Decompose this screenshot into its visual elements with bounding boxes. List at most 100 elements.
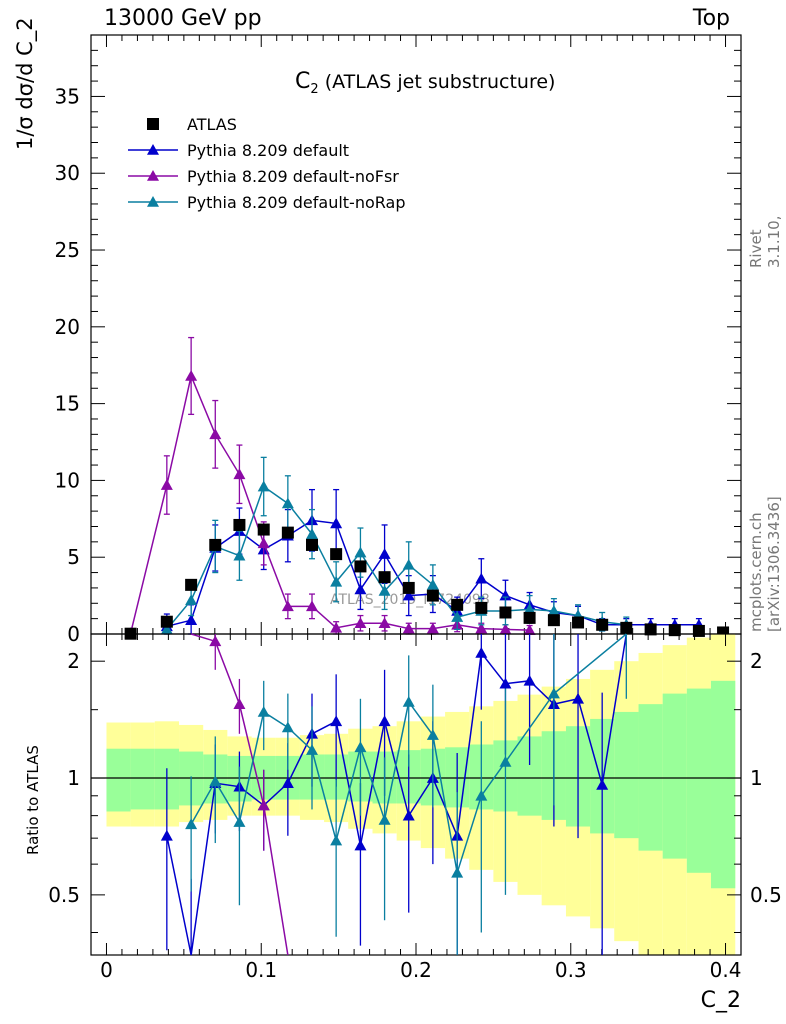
data-point [209, 538, 222, 551]
ratio-point [426, 729, 439, 740]
series-point [475, 622, 488, 634]
data-point [572, 616, 585, 629]
series-point [233, 468, 246, 480]
ratio-line [190, 633, 627, 874]
x-tick-label: 0.1 [245, 958, 277, 982]
series-point [451, 611, 464, 622]
ratio-tick-label: 2 [67, 649, 80, 673]
y-tick-label: 25 [55, 238, 80, 262]
data-point [306, 538, 318, 551]
series-point [426, 622, 439, 634]
data-point [426, 589, 439, 602]
series-point [306, 528, 318, 539]
ratio-band-green [686, 688, 711, 873]
data-point [378, 571, 391, 584]
ratio-point [547, 687, 560, 699]
series-point [257, 537, 270, 549]
ratio-point [354, 839, 367, 851]
ratio-tick-label-right: 2 [750, 649, 763, 673]
series-point [354, 617, 367, 629]
series-point [330, 517, 343, 529]
series-point [426, 578, 439, 590]
ratio-band-green [638, 704, 663, 851]
ratio-panel: 0 0.1 0.2 0.3 0.4 C_2 0.5 0.5 1 1 2 2 Ratio to ATLAS [24, 633, 782, 1013]
x-axis-label: C_2 [701, 988, 741, 1013]
ratio-tick-label-right: 0.5 [750, 883, 782, 907]
series-point [185, 369, 198, 381]
data-point [644, 623, 657, 636]
data-point [620, 621, 633, 634]
series-point [523, 603, 536, 615]
series-point [475, 572, 488, 584]
series-point [402, 622, 415, 634]
data-point [451, 598, 464, 611]
x-tick-label: 0.4 [710, 958, 742, 982]
data-point [547, 614, 560, 627]
series-point [185, 594, 198, 606]
data-point [160, 615, 173, 628]
x-tick-label: 0.2 [400, 958, 432, 982]
series-point [233, 549, 246, 561]
ratio-point [185, 818, 198, 830]
ratio-point [209, 635, 222, 647]
ratio-point [281, 777, 294, 788]
series-point [330, 621, 343, 633]
series-point [547, 604, 560, 616]
series-point [306, 600, 318, 612]
series-point [523, 624, 536, 635]
ratio-point [354, 741, 367, 753]
data-point [257, 523, 270, 536]
series-point [402, 589, 415, 601]
ratio-point [572, 692, 585, 704]
data-point [354, 560, 367, 573]
data-point [499, 606, 512, 619]
series-point [160, 479, 173, 490]
legend-marker [147, 118, 159, 130]
x-tick-label: 0 [100, 958, 113, 982]
series-point [330, 575, 343, 587]
ratio-point [378, 813, 391, 825]
series-line [166, 485, 627, 630]
main-panel: 0 5 10 15 20 25 30 35 1/σ dσ/d C_2 C2 (ATLAS jet … [13, 17, 742, 646]
series-point [378, 548, 391, 559]
data-point [523, 611, 536, 624]
ratio-point [475, 646, 488, 658]
series-point [160, 623, 173, 635]
ratio-point [523, 674, 536, 686]
legend-label: Pythia 8.209 default-noRap [187, 193, 405, 212]
ratio-point [233, 698, 246, 709]
ratio-tick-label: 0.5 [48, 883, 80, 907]
data-point [233, 518, 246, 531]
series-point [402, 558, 415, 570]
header-observable-label: Top [692, 6, 730, 31]
ratio-point [281, 721, 294, 733]
ratio-point [499, 755, 512, 767]
legend-marker [147, 144, 159, 155]
ratio-point [596, 778, 609, 790]
series-point [354, 546, 367, 558]
ratio-point [402, 809, 415, 821]
legend-label: ATLAS [187, 115, 237, 134]
ratio-point [330, 715, 343, 727]
y-tick-label: 10 [55, 468, 80, 492]
y-axis-label: 1/σ dσ/d C_2 [13, 17, 38, 150]
ratio-point [330, 834, 343, 846]
ratio-tick-label: 1 [67, 766, 80, 790]
data-point [402, 581, 415, 594]
data-point [475, 601, 488, 614]
series-point [378, 617, 391, 629]
ratio-point [257, 799, 270, 811]
series-point [185, 614, 198, 625]
ratio-point [209, 775, 222, 787]
series-point [209, 428, 222, 440]
ratio-point [378, 715, 391, 727]
header-process-label: 13000 GeV pp [104, 6, 262, 31]
y-tick-label: 20 [55, 315, 80, 339]
y-tick-label: 5 [67, 545, 80, 569]
ratio-point [499, 677, 512, 689]
legend-label: Pythia 8.209 default-noFsr [187, 167, 399, 186]
x-tick-label: 0.3 [555, 958, 587, 982]
series-point [281, 497, 294, 509]
y-tick-label: 0 [67, 622, 80, 646]
y-tick-label: 30 [55, 161, 80, 185]
